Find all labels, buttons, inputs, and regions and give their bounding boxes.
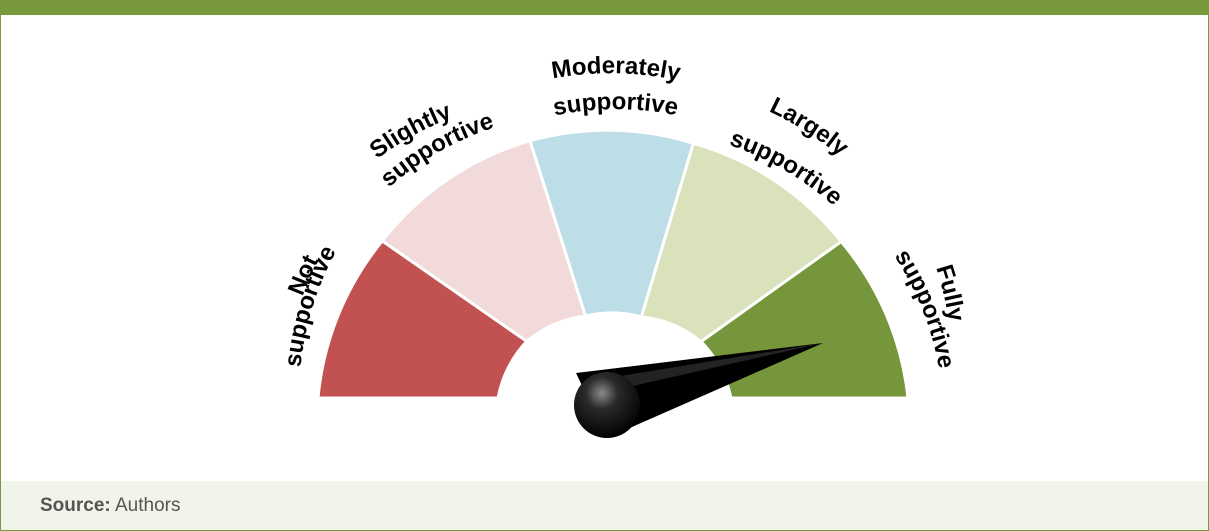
gauge-segment-largely-supportive (639, 141, 844, 344)
gauge-needle (574, 343, 823, 438)
source-label: Source: (40, 495, 111, 516)
gauge-segment-moderately-supportive (528, 128, 696, 319)
source-note: Source: Authors (40, 495, 180, 517)
source-bar: Source: Authors (1, 481, 1208, 530)
gauge-segment-slightly-supportive (380, 138, 588, 344)
gauge-label-moderately-2: supportive (551, 88, 681, 121)
source-value: Authors (114, 495, 181, 516)
gauge-segment-not-supportive (316, 238, 530, 400)
gauge-diagram: Not supportive Slightly supportive Moder… (280, 52, 970, 438)
figure-header-bar (0, 0, 1209, 15)
gauge-label-moderately-1: Moderately (550, 52, 684, 86)
needle-hub (574, 372, 640, 438)
